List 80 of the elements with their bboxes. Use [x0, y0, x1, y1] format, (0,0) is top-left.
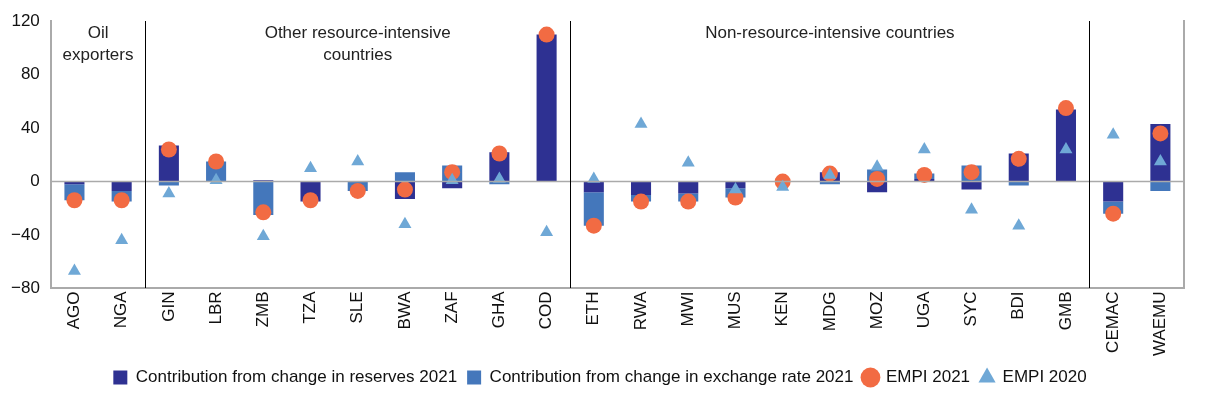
annotation: Non-resource-intensive countries [705, 23, 955, 43]
bar [678, 181, 699, 194]
point [256, 228, 270, 241]
x-tick-label: GIN [158, 291, 178, 322]
x-tick-label: LBR [205, 291, 225, 325]
point [1153, 154, 1167, 166]
point [1059, 141, 1073, 154]
annotation: Oil exporters [62, 23, 134, 65]
bar [1150, 181, 1171, 191]
point [965, 202, 979, 214]
x-tick-label: ETH [583, 291, 603, 326]
x-tick-label: ZMB [252, 291, 272, 328]
x-tick-label: MWI [677, 291, 697, 327]
point [304, 160, 318, 172]
x-tick-label: GMB [1055, 291, 1075, 331]
bar [961, 181, 982, 190]
bar [1103, 181, 1124, 202]
point [115, 232, 129, 245]
point [162, 186, 176, 198]
y-tick-label: 120 [11, 10, 40, 30]
y-tick-label: 40 [20, 117, 40, 137]
point [728, 182, 742, 194]
y-tick-label: −40 [10, 224, 40, 244]
y-tick-label: 0 [30, 171, 40, 191]
bar [111, 181, 132, 191]
legend-label: Contribution from change in exchange rate 2021 [489, 367, 854, 387]
x-tick-label: MOZ [866, 291, 886, 330]
point [398, 216, 412, 229]
x-tick-label: WAEMU [1150, 291, 1170, 356]
x-tick-label: ZAF [441, 291, 461, 324]
point [869, 170, 886, 187]
legend-label: EMPI 2020 [1002, 367, 1087, 387]
point [870, 159, 884, 171]
point [540, 224, 554, 237]
x-tick-label: KEN [772, 291, 792, 327]
point [255, 204, 272, 221]
annotation: Other resource-intensive countries [264, 23, 451, 65]
legend-label: Contribution from change in reserves 2021 [135, 367, 458, 387]
point [349, 182, 366, 199]
x-tick-label: TZA [300, 290, 320, 324]
point [1012, 218, 1026, 230]
point [634, 116, 648, 128]
point [680, 193, 697, 210]
point [538, 26, 555, 43]
bar [536, 34, 557, 182]
point [1057, 100, 1074, 117]
x-tick-label: BWA [394, 290, 414, 330]
point [113, 192, 130, 209]
x-tick-label: BDI [1008, 291, 1028, 320]
x-tick-label: UGA [914, 290, 933, 329]
x-tick-label: SYC [961, 291, 981, 327]
point [1105, 205, 1122, 222]
point [1106, 127, 1120, 139]
x-tick-label: AGO [64, 291, 84, 330]
x-tick-label: NGA [111, 290, 131, 329]
point [916, 166, 933, 183]
point [66, 192, 83, 209]
point [681, 155, 695, 167]
x-tick-label: CEMAC [1102, 291, 1122, 353]
x-tick-label: MDG [819, 291, 839, 332]
x-tick-label: SLE [347, 291, 367, 324]
point [633, 193, 650, 210]
point [917, 141, 931, 154]
point [302, 192, 319, 209]
point [208, 153, 225, 170]
x-tick-label: MUS [725, 291, 745, 330]
y-tick-label: −80 [10, 278, 40, 298]
x-tick-label: COD [536, 291, 556, 330]
x-tick-label: GHA [489, 290, 509, 329]
point [351, 154, 365, 166]
point [776, 179, 790, 191]
point [491, 145, 508, 162]
y-tick-label: 80 [20, 64, 40, 84]
point [67, 263, 81, 275]
legend-label: EMPI 2021 [885, 367, 971, 387]
bar [630, 181, 652, 195]
point [160, 141, 177, 158]
point [585, 217, 602, 234]
x-tick-label: RWA [630, 290, 650, 331]
point [1152, 125, 1169, 142]
